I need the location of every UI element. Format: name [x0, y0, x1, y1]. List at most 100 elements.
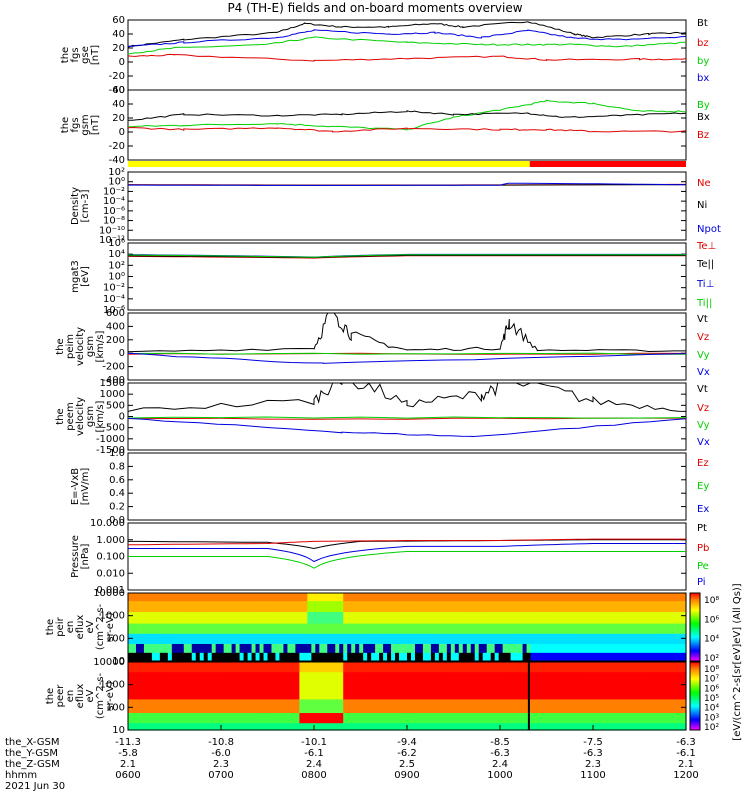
spectrogram-cell [530, 623, 536, 635]
spectrogram-cell [295, 723, 300, 731]
spectrogram-cell [331, 672, 336, 700]
spectrogram-cell [442, 699, 448, 714]
spectrogram-cell [474, 713, 480, 724]
spectrogram-cell [203, 593, 209, 602]
spectrogram-cell [339, 633, 344, 645]
spectrogram-cell [534, 623, 540, 635]
spectrogram-cell [367, 593, 372, 602]
spectrogram-cell [666, 633, 671, 645]
legend-label: bz [697, 38, 709, 49]
spectrogram-cell [594, 699, 599, 714]
legend-label: Ez [697, 458, 709, 469]
x-axis-row-value: 0900 [394, 770, 419, 781]
spectrogram-cell [634, 723, 639, 731]
spectrogram-cell [263, 633, 269, 645]
spectrogram-cell [534, 633, 540, 645]
x-axis-row-value: 2.1 [678, 759, 694, 770]
spectrogram-cell [355, 652, 360, 662]
spectrogram-cell [327, 713, 332, 724]
spectrogram-cell [335, 699, 340, 714]
spectrogram-cell [634, 652, 639, 662]
spectrogram-cell [139, 652, 145, 662]
spectrogram-cell [490, 699, 496, 714]
spectrogram-cell [522, 612, 528, 625]
spectrogram-cell [171, 713, 177, 724]
spectrogram-cell [574, 699, 579, 714]
spectrogram-cell [626, 652, 631, 662]
spectrogram-cell [183, 593, 189, 602]
spectrogram-cell [670, 633, 675, 645]
spectrogram-cell [418, 699, 424, 714]
spectrogram-cell [574, 713, 579, 724]
spectrogram-cell [458, 601, 464, 613]
spectrogram-cell [135, 593, 141, 602]
spectrogram-cell [379, 644, 384, 654]
spectrogram-cell [450, 699, 456, 714]
y-tick-label: 40 [112, 29, 125, 40]
spectrogram-cell [235, 699, 241, 714]
spectrogram-cell [430, 699, 436, 714]
spectrogram-cell [191, 593, 197, 602]
spectrogram-cell [383, 633, 388, 645]
spectrogram-cell [219, 713, 225, 724]
spectrogram-cell [131, 672, 137, 700]
y-axis-label-line: peem [65, 402, 76, 430]
spectrogram-cell [566, 623, 572, 635]
spectrogram-cell [367, 601, 372, 613]
spectrogram-cell [327, 662, 332, 673]
spectrogram-cell [418, 593, 424, 602]
spectrogram-cell [223, 723, 229, 731]
spectrogram-cell [407, 601, 412, 613]
spectrogram-cell [538, 612, 544, 625]
spectrogram-cell [566, 713, 572, 724]
spectrogram-cell [486, 633, 492, 645]
spectrogram-cell [311, 652, 316, 662]
spectrogram-cell [526, 652, 532, 662]
spectrogram-cell [203, 644, 209, 654]
spectrogram-cell [387, 699, 392, 714]
spectrogram-cell [367, 713, 372, 724]
spectrogram-cell [522, 672, 528, 700]
spectrogram-cell [331, 699, 336, 714]
spectrogram-cell [638, 601, 643, 613]
spectrogram-cell [271, 601, 277, 613]
spectrogram-cell [642, 612, 647, 625]
spectrogram-cell [582, 593, 587, 602]
spectrogram-cell [315, 633, 320, 645]
spectrogram-cell [199, 699, 205, 714]
spectrogram-cell [522, 723, 528, 731]
spectrogram-cell [151, 644, 157, 654]
spectrogram-cell [410, 662, 416, 673]
spectrogram-cell [247, 723, 253, 731]
spectrogram-cell [518, 593, 524, 602]
spectrogram-cell [594, 633, 599, 645]
spectrogram-cell [351, 672, 356, 700]
spectrogram-cell [179, 713, 185, 724]
spectrogram-cell [128, 672, 133, 700]
series-line-Bz [127, 126, 687, 133]
spectrogram-cell [418, 644, 424, 654]
spectrogram-cell [271, 593, 277, 602]
spectrogram-cell [151, 633, 157, 645]
spectrogram-cell [179, 601, 185, 613]
spectrogram-cell [474, 623, 480, 635]
spectrogram-cell [554, 672, 560, 700]
spectrogram-cell [355, 699, 360, 714]
spectrogram-cell [642, 633, 647, 645]
spectrogram-cell [514, 662, 520, 673]
spectrogram-cell [682, 633, 687, 645]
spectrogram-cell [678, 699, 683, 714]
spectrogram-cell [614, 601, 619, 613]
spectrogram-cell [183, 699, 189, 714]
spectrogram-cell [303, 662, 308, 673]
spectrogram-cell [462, 713, 468, 724]
spectrogram-cell [135, 713, 141, 724]
spectrogram-cell [586, 662, 591, 673]
spectrogram-cell [143, 672, 149, 700]
spectrogram-cell [131, 723, 137, 731]
y-tick-label: -1500 [96, 445, 125, 456]
spectrogram-cell [343, 662, 348, 673]
spectrogram-cell [263, 672, 269, 700]
spectrogram-cell [606, 672, 611, 700]
spectrogram-cell [514, 623, 520, 635]
